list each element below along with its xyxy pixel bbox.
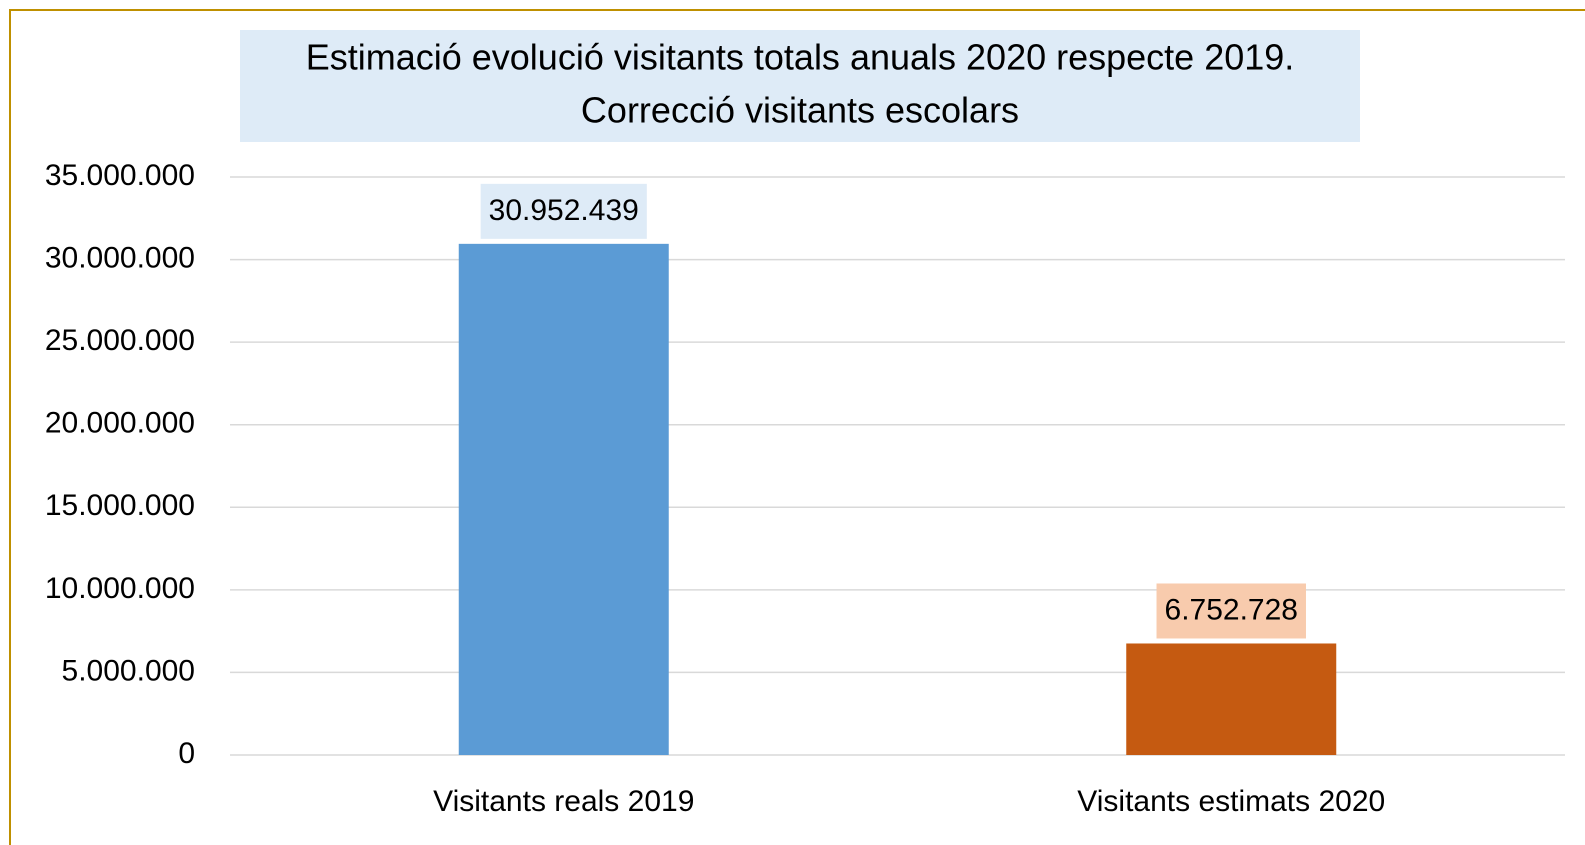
x-tick-label: Visitants reals 2019: [433, 785, 694, 818]
chart-title: Correcció visitants escolars: [581, 90, 1019, 131]
data-label-box: [1156, 583, 1306, 639]
y-tick-label: 20.000.000: [45, 407, 195, 440]
data-label-box: [480, 183, 647, 239]
bar: [458, 243, 669, 755]
bar: [1126, 643, 1337, 755]
y-tick-label: 10.000.000: [45, 572, 195, 605]
data-label: 30.952.439: [489, 194, 639, 227]
chart-title: Estimació evolució visitants totals anua…: [306, 37, 1295, 78]
y-tick-label: 0: [178, 737, 195, 770]
title-box: [240, 30, 1360, 142]
y-tick-label: 15.000.000: [45, 489, 195, 522]
x-tick-label: Visitants estimats 2020: [1077, 785, 1385, 818]
data-label: 6.752.728: [1165, 593, 1298, 626]
y-tick-label: 5.000.000: [62, 654, 195, 687]
y-tick-label: 35.000.000: [45, 159, 195, 192]
y-tick-label: 25.000.000: [45, 324, 195, 357]
y-tick-label: 30.000.000: [45, 241, 195, 274]
